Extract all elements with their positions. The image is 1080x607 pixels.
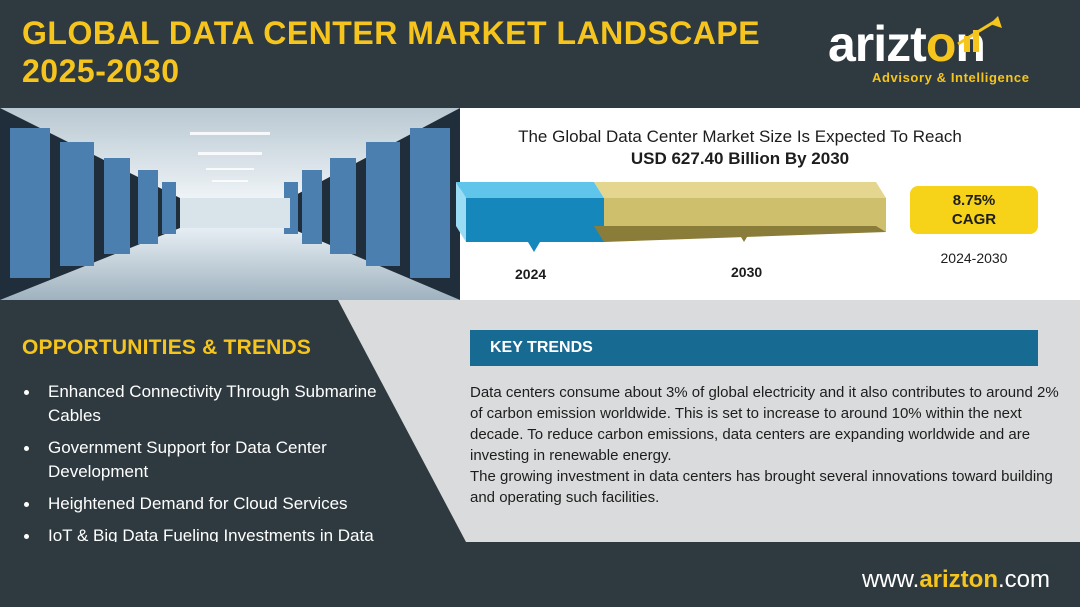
key-trends-paragraph-2: The growing investment in data centers h… xyxy=(470,468,1053,506)
year-2030-label: 2030 xyxy=(731,264,763,280)
bar-2024-face xyxy=(456,182,466,242)
data-center-corridor-image xyxy=(0,108,460,300)
marker-2030 xyxy=(738,232,750,242)
website-link[interactable]: www.arizton.com xyxy=(861,566,1050,593)
market-headline-text: The Global Data Center Market Size Is Ex… xyxy=(470,126,1010,170)
page-title: GLOBAL DATA CENTER MARKET LANDSCAPE 2025… xyxy=(22,14,760,90)
headline-line-2: USD 627.40 Billion By 2030 xyxy=(630,149,850,168)
arizton-logo[interactable]: arizton Advisory & Intelligence xyxy=(828,16,1048,88)
bar-2030-top xyxy=(594,182,886,198)
logo-tagline: Advisory & Intelligence xyxy=(872,70,1030,85)
cagr-period: 2024-2030 xyxy=(940,250,1008,266)
footer xyxy=(0,542,1080,607)
cagr-badge: 8.75% CAGR xyxy=(910,186,1038,234)
bar-2024-front xyxy=(466,198,604,242)
list-item: Enhanced Connectivity Through Submarine … xyxy=(22,380,402,428)
bullet-icon xyxy=(24,502,29,507)
bullet-icon xyxy=(24,534,29,539)
title-line-2: 2025-2030 xyxy=(22,53,180,89)
bullet-icon xyxy=(24,390,29,395)
marker-2024 xyxy=(528,242,540,252)
logo-wordmark: arizton xyxy=(828,16,986,72)
key-trends-paragraph-1: Data centers consume about 3% of global … xyxy=(470,384,1059,464)
growth-bars xyxy=(456,182,886,252)
year-2024-label: 2024 xyxy=(515,266,547,282)
cagr-label: CAGR xyxy=(951,211,997,228)
title-line-1: GLOBAL DATA CENTER MARKET LANDSCAPE xyxy=(22,15,761,51)
headline-line-1: The Global Data Center Market Size Is Ex… xyxy=(518,127,962,146)
cagr-value: 8.75% xyxy=(952,192,996,209)
key-trends-body: Data centers consume about 3% of global … xyxy=(470,382,1060,508)
opportunities-title: OPPORTUNITIES & TRENDS xyxy=(22,336,312,359)
bar-2030-front xyxy=(604,198,886,232)
bullet-icon xyxy=(24,446,29,451)
key-trends-header: KEY TRENDS xyxy=(470,330,1038,366)
header: GLOBAL DATA CENTER MARKET LANDSCAPE 2025… xyxy=(0,0,1080,108)
opportunities-panel-bg xyxy=(0,300,466,542)
growth-arrow-icon xyxy=(957,16,1002,52)
bar-2024-top xyxy=(456,182,604,198)
list-item: Government Support for Data Center Devel… xyxy=(22,436,402,484)
list-item: Heightened Demand for Cloud Services xyxy=(22,492,402,516)
opportunities-list: Enhanced Connectivity Through Submarine … xyxy=(22,380,402,580)
key-trends-title: KEY TRENDS xyxy=(490,339,593,356)
